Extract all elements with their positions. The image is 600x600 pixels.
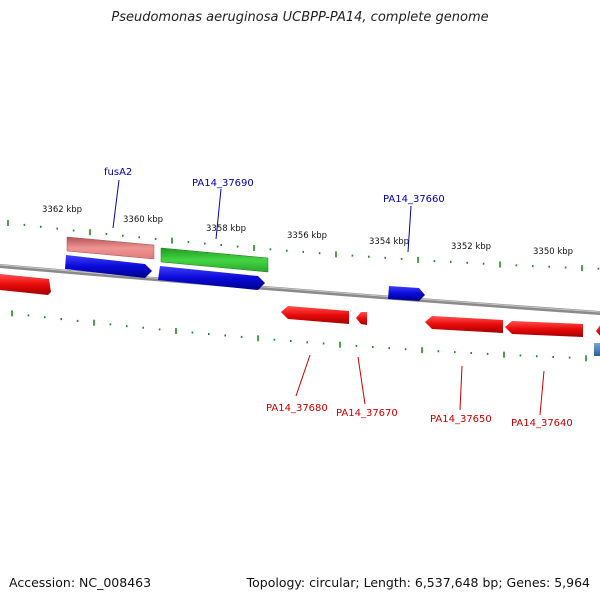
gene-fusA2[interactable]	[65, 255, 152, 278]
gene-pa14-37680[interactable]	[281, 306, 349, 324]
label-line-pa14-37660	[407, 205, 412, 253]
gene-forward[interactable]	[158, 266, 265, 290]
genome-backbone-highlight	[0, 264, 600, 313]
gene-reverse-left[interactable]	[0, 274, 51, 295]
scale-label: 3352 kbp	[451, 242, 491, 252]
accession-text: Accession: NC_008463	[9, 575, 152, 590]
scale-label: 3360 kbp	[123, 215, 163, 225]
label-line-pa14-37670	[357, 356, 366, 405]
gene-fusA2-faded[interactable]	[66, 236, 155, 260]
gene-reverse-right[interactable]	[596, 324, 600, 337]
scale-ticks-inner	[11, 310, 587, 362]
gene-label-pa14-37670[interactable]: PA14_37670	[336, 408, 398, 419]
genome-summary-text: Topology: circular; Length: 6,537,648 bp…	[246, 575, 590, 590]
label-line-pa14-37640	[539, 370, 545, 416]
gene-pa14-37660[interactable]	[388, 286, 425, 301]
gene-label-fusA2[interactable]: fusA2	[104, 167, 132, 178]
gene-label-pa14-37660[interactable]: PA14_37660	[383, 194, 445, 205]
scale-ticks-outer	[7, 220, 600, 272]
gene-label-pa14-37650[interactable]: PA14_37650	[430, 414, 492, 425]
gene-label-pa14-37690[interactable]: PA14_37690	[192, 178, 254, 189]
scale-label: 3350 kbp	[533, 247, 573, 257]
gene-pa14-37640[interactable]	[505, 321, 583, 337]
gene-partial[interactable]	[594, 343, 600, 356]
gene-label-pa14-37640[interactable]: PA14_37640	[511, 418, 573, 429]
label-line-pa14-37690	[215, 188, 222, 240]
label-line-pa14-37650	[459, 365, 463, 411]
genome-title: Pseudomonas aeruginosa UCBPP-PA14, compl…	[111, 10, 489, 25]
scale-label: 3356 kbp	[287, 231, 327, 241]
label-line-pa14-37680	[295, 354, 311, 397]
gene-pa14-37650[interactable]	[425, 316, 503, 333]
scale-label: 3354 kbp	[369, 237, 409, 247]
label-line-fusA2	[112, 179, 120, 229]
scale-label: 3358 kbp	[206, 224, 246, 234]
gene-label-pa14-37680[interactable]: PA14_37680	[266, 403, 328, 414]
scale-label: 3362 kbp	[42, 205, 82, 215]
gene-pa14-37690[interactable]	[160, 247, 269, 273]
genome-backbone	[0, 264, 600, 315]
gene-pa14-37670[interactable]	[356, 312, 367, 325]
